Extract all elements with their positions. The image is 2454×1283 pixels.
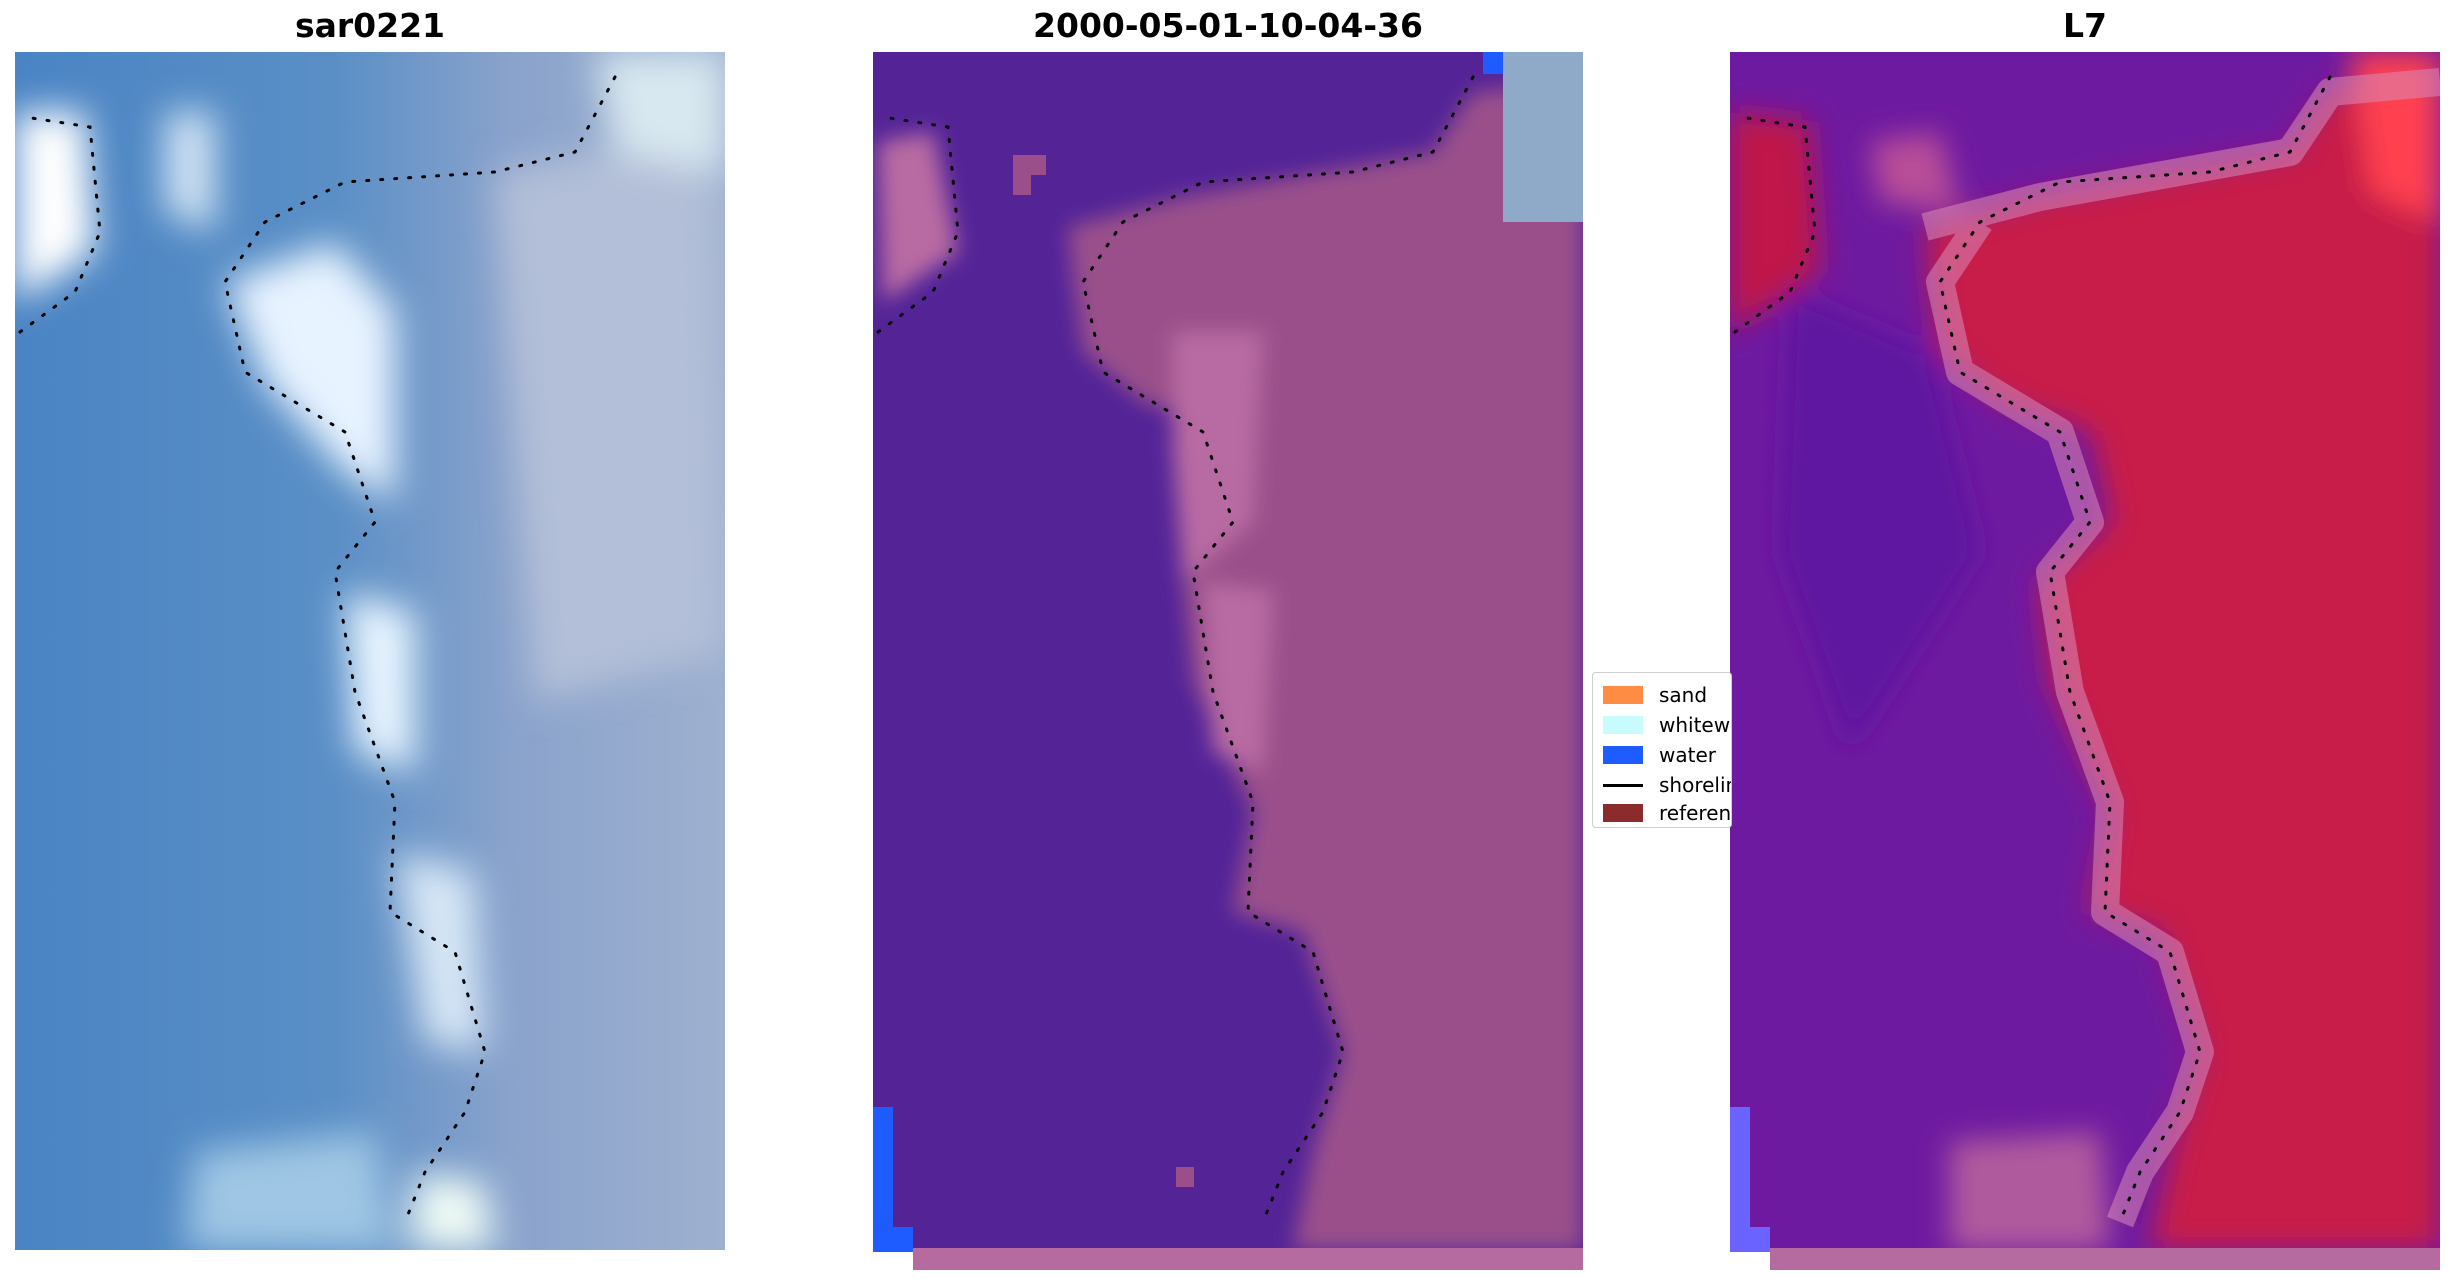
legend-item-shoreline: shoreline [1593, 771, 1731, 799]
panel-title-classified: 2000-05-01-10-04-36 [1033, 6, 1423, 45]
rgb-image-panel [15, 52, 725, 1250]
legend-swatch-whitewater [1603, 716, 1643, 734]
shoreline-dotted [876, 75, 1475, 1224]
legend-item-whitewater: whitewater [1593, 711, 1731, 739]
legend-label-sand: sand [1659, 683, 1708, 707]
legend: sand whitewater water shoreline referenc… [1592, 672, 1732, 828]
legend-line-shoreline [1603, 783, 1643, 787]
legend-item-water: water [1593, 741, 1716, 769]
legend-swatch-reference [1603, 804, 1643, 822]
shoreline-dotted [1733, 75, 2332, 1224]
shoreline-dotted [18, 75, 617, 1224]
legend-label-water: water [1659, 743, 1716, 767]
legend-label-shoreline: shoreline [1659, 773, 1731, 797]
classified-image-panel [873, 52, 1583, 1270]
legend-label-whitewater: whitewater [1659, 713, 1731, 737]
l7-image-panel [1730, 52, 2440, 1270]
panel-title-rgb: sar0221 [294, 6, 446, 45]
panel-title-l7: L7 [2063, 6, 2107, 45]
legend-item-sand: sand [1593, 681, 1707, 709]
legend-swatch-water [1603, 746, 1643, 764]
legend-label-reference: reference shoreline [1659, 801, 1732, 825]
legend-item-reference-shoreline: reference shoreline [1593, 799, 1732, 827]
legend-swatch-sand [1603, 686, 1643, 704]
